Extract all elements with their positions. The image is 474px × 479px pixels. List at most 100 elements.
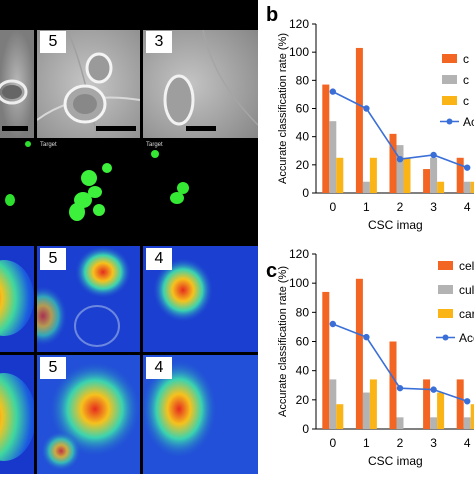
accuracy-point-4	[464, 398, 471, 405]
bar-svg-b-s1-3	[430, 157, 438, 193]
legend-swatch-marker	[446, 118, 453, 125]
x-tick-label: 0	[329, 200, 336, 214]
bar-svg-b-s2-3	[437, 181, 445, 193]
panel-label-c: c	[266, 260, 278, 282]
y-tick-label: 40	[296, 130, 310, 144]
x-tick-label: 4	[464, 436, 471, 450]
x-tick-label: 1	[363, 436, 370, 450]
legend-swatch	[438, 309, 453, 318]
y-tick-label: 0	[302, 422, 309, 436]
legend-swatch	[442, 54, 457, 63]
scale-bar	[2, 126, 28, 131]
fluorescence-tile-1	[0, 140, 34, 243]
x-tick-label: 3	[430, 200, 437, 214]
heatmap-tile-4	[0, 355, 34, 474]
micrograph-grid: 5 3 Target Target 5	[0, 0, 258, 474]
bar-svg-b-s0-2	[389, 133, 397, 193]
fluorescence-tile-3	[143, 140, 258, 243]
bar-svg-c-s1-1	[362, 392, 370, 429]
bar-svg-b-s2-2	[403, 157, 411, 193]
heatmap-tile-1	[0, 246, 34, 352]
accuracy-point-0	[329, 320, 336, 328]
bar-svg-b-s1-4	[463, 181, 471, 193]
y-tick-label: 40	[296, 364, 310, 378]
bar-svg-b-s1-2	[396, 145, 404, 193]
legend-entry: cel	[459, 259, 474, 273]
bar-svg-b-s0-0	[322, 84, 330, 193]
legend-entry: Ac	[463, 115, 474, 129]
scale-bar	[96, 126, 136, 131]
accuracy-point-0	[329, 88, 336, 95]
bar-svg-c-s0-4	[456, 379, 464, 429]
bar-svg-b-s2-4	[470, 181, 474, 193]
y-tick-label: 0	[302, 186, 309, 200]
y-axis-label: Accurate classification rate (%)	[277, 33, 289, 184]
bar-svg-b-s0-4	[456, 157, 464, 193]
x-tick-label: 4	[464, 200, 471, 214]
frame-number-badge: 5	[40, 31, 66, 53]
x-tick-label: 2	[397, 200, 404, 214]
scale-bar	[186, 126, 216, 131]
x-tick-label: 2	[397, 436, 404, 450]
bar-svg-c-s2-1	[369, 379, 377, 429]
phase-contrast-tile-1	[0, 30, 34, 138]
x-tick-label: 3	[430, 436, 437, 450]
bar-svg-c-s2-0	[336, 404, 344, 429]
legend-entry: cul	[459, 283, 474, 297]
x-tick-label: 1	[363, 200, 370, 214]
y-tick-label: 120	[289, 17, 309, 31]
accuracy-point-2	[396, 156, 404, 163]
y-tick-label: 60	[296, 335, 310, 349]
y-tick-label: 100	[289, 45, 309, 59]
legend-entry: Acc	[459, 331, 474, 345]
bar-svg-c-s0-3	[423, 379, 431, 429]
legend-entry: c	[463, 94, 469, 108]
accuracy-point-3	[430, 386, 437, 393]
target-label: Target	[40, 142, 57, 148]
accuracy-point-2	[396, 384, 404, 392]
fluorescence-tile-2	[37, 140, 140, 243]
y-tick-label: 100	[289, 276, 309, 290]
bar-svg-c-s0-0	[322, 291, 330, 429]
x-axis-label: CSC imag	[368, 454, 423, 468]
accuracy-point-4	[464, 164, 471, 171]
y-tick-label: 80	[296, 305, 310, 319]
bar-svg-b-s0-1	[355, 47, 363, 193]
bar-svg-c-s1-3	[430, 417, 438, 429]
y-axis-label: Accurate classification rate (%)	[277, 266, 289, 417]
frame-number-badge: 4	[146, 357, 172, 379]
legend-entry: car	[459, 307, 474, 321]
y-tick-label: 120	[289, 247, 309, 261]
bar-svg-b-s2-0	[336, 157, 344, 193]
bar-svg-b-s1-1	[362, 181, 370, 193]
y-tick-label: 60	[296, 102, 310, 116]
heatmap-tile-6	[143, 355, 258, 474]
accuracy-point-1	[363, 333, 370, 341]
frame-number-badge: 4	[146, 248, 172, 270]
bar-svg-c-s1-2	[396, 417, 404, 429]
legend-entry: c	[463, 73, 469, 87]
x-axis-label: CSC imag	[368, 218, 423, 232]
y-tick-label: 20	[296, 158, 310, 172]
y-tick-label: 80	[296, 73, 310, 87]
y-tick-label: 20	[296, 393, 310, 407]
chart-c: c 0 20 40 60 80 100 120 Accurate classification…	[258, 232, 474, 474]
legend-swatch	[438, 285, 453, 294]
chart-b: b 0 20 40 60 80 100 120 Accurate classification…	[258, 0, 474, 232]
accuracy-point-3	[430, 151, 437, 159]
legend-swatch-marker	[442, 334, 449, 341]
heatmap-tile-2	[37, 246, 140, 352]
legend-entry: c	[463, 52, 469, 66]
bar-svg-c-s1-0	[329, 379, 337, 429]
accuracy-point-1	[363, 105, 370, 112]
heatmap-tile-5	[37, 355, 140, 474]
bar-svg-c-s1-4	[463, 417, 471, 429]
target-label: Target	[146, 142, 163, 148]
bar-svg-b-s1-0	[329, 121, 337, 193]
bar-svg-b-s2-1	[369, 157, 377, 193]
legend-swatch	[442, 96, 457, 105]
frame-number-badge: 5	[40, 357, 66, 379]
legend-swatch	[438, 261, 453, 270]
